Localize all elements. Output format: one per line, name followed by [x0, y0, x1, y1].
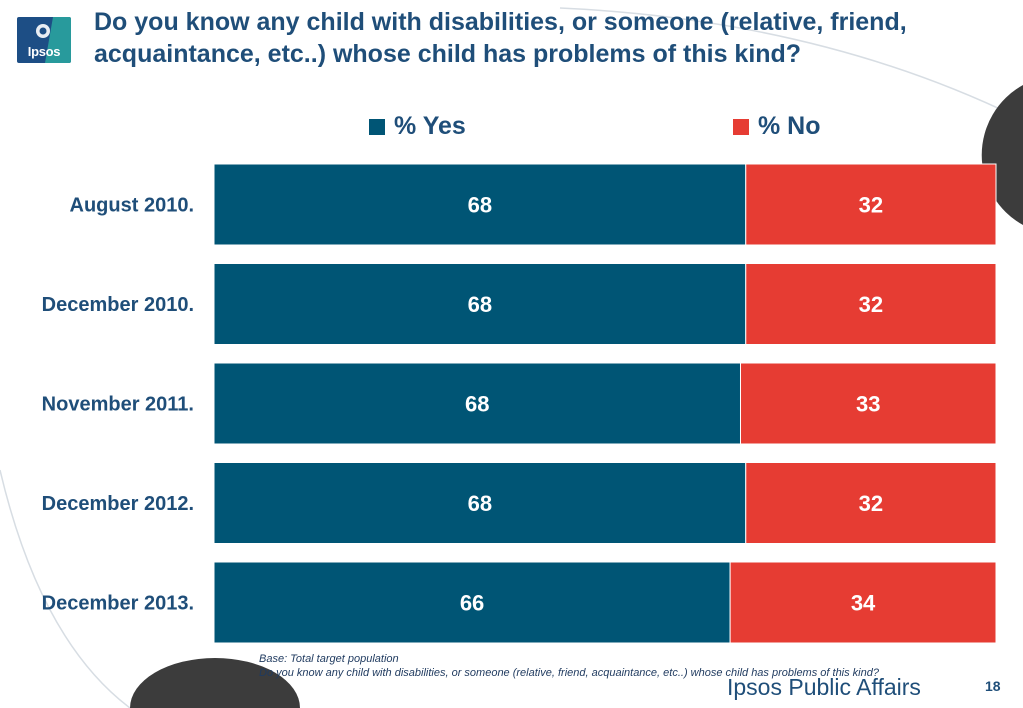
page-title: Do you know any child with disabilities,…: [94, 8, 907, 68]
footnote-base: Base: Total target population: [259, 653, 399, 665]
category-label: November 2011.: [42, 394, 194, 416]
page-number: 18: [985, 678, 1001, 694]
data-label-yes: 68: [468, 292, 492, 317]
legend-swatch-yes: [369, 118, 385, 135]
category-label: December 2012.: [42, 493, 194, 515]
bar-no: [729, 561, 997, 644]
data-label-no: 32: [859, 193, 883, 218]
data-label-no: 32: [859, 292, 883, 317]
footnote: Base: Total target population Do you kno…: [259, 652, 919, 680]
ipsos-logo: Ipsos: [17, 17, 71, 63]
legend-label-no: % No: [758, 112, 821, 140]
bar-yes: [213, 263, 747, 345]
category-label: December 2010.: [42, 294, 194, 316]
legend-swatch-no: [733, 118, 749, 135]
corner-circle-bottom: [130, 658, 300, 708]
legend-label-yes: % Yes: [394, 112, 466, 140]
bar-yes: [213, 462, 747, 544]
legend-item-yes: % Yes: [369, 112, 466, 141]
logo-graphic: [36, 17, 71, 63]
bar-no: [745, 263, 997, 345]
bar-yes: [213, 362, 741, 445]
data-label-no: 32: [859, 491, 883, 516]
bar-no: [745, 163, 997, 246]
category-label: December 2013.: [42, 593, 194, 615]
bar-yes: [213, 561, 731, 644]
data-label-yes: 68: [468, 491, 492, 516]
bar-no: [745, 462, 997, 544]
data-label-yes: 68: [465, 392, 489, 417]
data-label-yes: 66: [460, 591, 484, 616]
logo-text: Ipsos: [27, 44, 61, 59]
bar-yes: [213, 163, 747, 246]
data-label-no: 34: [851, 591, 876, 616]
legend-item-no: % No: [733, 112, 821, 141]
bar-no: [739, 362, 997, 445]
footnote-question: Do you know any child with disabilities,…: [259, 667, 879, 679]
chart-legend: % Yes % No: [0, 112, 1023, 142]
data-label-no: 33: [856, 392, 880, 417]
category-label: August 2010.: [70, 195, 194, 217]
brand-name: Ipsos Public Affairs: [727, 674, 921, 700]
data-label-yes: 68: [468, 193, 492, 218]
